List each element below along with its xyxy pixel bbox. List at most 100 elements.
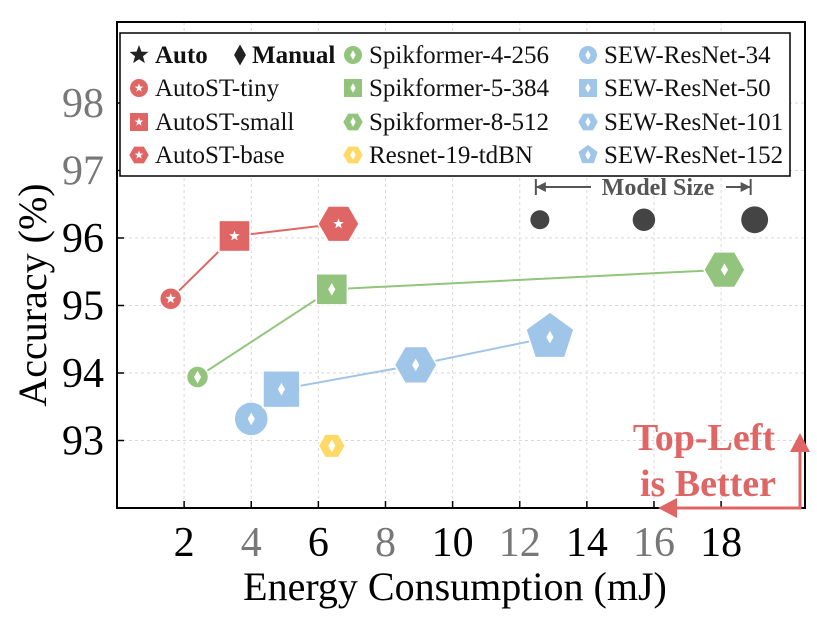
annotation-arrow-left (658, 498, 677, 518)
legend-entry-autost-small: AutoST-small (130, 109, 294, 136)
x-axis-title: Energy Consumption (mJ) (243, 564, 667, 609)
series-lines (169, 222, 725, 420)
point-autost-small-inner-star (229, 230, 240, 241)
point-spikformer-5-384-inner-diamond (328, 283, 336, 296)
legend-header-manual-marker (234, 44, 246, 66)
legend-entry-autost-base-inner (134, 150, 144, 159)
legend-entry-sew-resnet-152-inner (585, 150, 591, 160)
point-autost-base-inner-star (333, 218, 344, 229)
legend-entry-autost-base-label: AutoST-base (155, 142, 285, 169)
x-tick-label-16: 16 (633, 520, 675, 566)
point-sew-resnet-152 (525, 311, 575, 359)
x-tick-label-6: 6 (308, 520, 329, 566)
model-size-indicator: Model Size (530, 175, 769, 234)
legend-entry-spikformer-4-256: Spikformer-4-256 (344, 42, 549, 69)
legend-entry-autost-tiny: AutoST-tiny (130, 75, 280, 102)
legend-entry-resnet-19-tdbn-inner (350, 150, 356, 160)
annotation-line-2: is Better (640, 463, 776, 505)
point-sew-resnet-34-inner-diamond (247, 412, 255, 426)
point-sew-resnet-101-inner-diamond (412, 358, 420, 372)
y-tick-label-97: 97 (62, 149, 104, 195)
y-tick-label-95: 95 (62, 284, 104, 330)
model-size-circle-2 (632, 208, 656, 232)
point-sew-resnet-152-inner-diamond (546, 330, 554, 344)
legend-entry-spikformer-4-256-inner (350, 50, 356, 60)
point-sew-resnet-50 (262, 370, 301, 409)
y-tick-label-98: 98 (62, 81, 104, 127)
legend-entry-sew-resnet-34: SEW-ResNet-34 (579, 42, 771, 69)
x-tick-label-14: 14 (566, 520, 608, 566)
legend-entry-sew-resnet-34-inner (585, 50, 591, 60)
legend-header-auto-label: Auto (155, 42, 208, 69)
legend-entry-sew-resnet-101-inner (585, 117, 591, 127)
legend-entry-spikformer-8-512: Spikformer-8-512 (343, 109, 549, 136)
annotation-arrow-up (790, 433, 810, 452)
legend-entry-sew-resnet-152-label: SEW-ResNet-152 (604, 142, 783, 169)
point-autost-tiny-inner-star (165, 293, 176, 304)
legend: Auto Manual AutoST-tiny AutoST-small AutoST-… (119, 32, 791, 177)
point-autost-small (218, 219, 251, 253)
x-tick-label-12: 12 (499, 520, 541, 566)
x-tick-label-2: 2 (174, 520, 195, 566)
legend-entry-spikformer-5-384-label: Spikformer-5-384 (369, 75, 550, 102)
y-axis-title: Accuracy (%) (10, 183, 55, 406)
model-size-circle-1 (530, 210, 550, 230)
legend-box (119, 32, 791, 177)
point-autost-tiny (158, 287, 183, 311)
legend-entry-sew-resnet-50-label: SEW-ResNet-50 (604, 75, 771, 102)
point-resnet-19-tdbn-inner-diamond (328, 439, 336, 453)
plot-frame (116, 21, 806, 509)
legend-entry-autost-tiny-inner (134, 83, 144, 92)
legend-entry-sew-resnet-50: SEW-ResNet-50 (579, 75, 771, 102)
model-size-label: Model Size (602, 175, 715, 201)
legend-entry-autost-tiny-label: AutoST-tiny (155, 75, 280, 102)
point-spikformer-5-384 (315, 272, 349, 306)
legend-entry-sew-resnet-101-label: SEW-ResNet-101 (604, 109, 783, 136)
legend-header: Auto Manual (129, 42, 335, 69)
legend-entry-resnet-19-tdbn-label: Resnet-19-tdBN (369, 142, 533, 169)
point-sew-resnet-101 (393, 345, 438, 385)
legend-entry-autost-small-label: AutoST-small (155, 109, 294, 136)
legend-entry-sew-resnet-50-inner (585, 83, 591, 93)
point-spikformer-4-256 (185, 365, 210, 389)
legend-entry-spikformer-5-384-inner (350, 83, 356, 93)
point-spikformer-8-512 (703, 251, 746, 289)
model-size-circle-3 (741, 206, 769, 234)
point-spikformer-4-256-inner-diamond (193, 370, 202, 384)
point-spikformer-8-512-inner-diamond (720, 263, 729, 277)
legend-entry-spikformer-4-256-label: Spikformer-4-256 (369, 42, 549, 69)
legend-entry-spikformer-8-512-label: Spikformer-8-512 (369, 109, 549, 136)
model-size-left-arrow (535, 182, 546, 192)
point-sew-resnet-34 (233, 401, 270, 437)
x-tick-label-10: 10 (432, 520, 474, 566)
x-tick-label-4: 4 (241, 520, 262, 566)
x-tick-label-8: 8 (375, 520, 396, 566)
legend-entry-resnet-19-tdbn: Resnet-19-tdBN (343, 142, 533, 169)
y-tick-labels: 93 94 95 96 97 98 (62, 81, 104, 465)
annotation-line-1: Top-Left (633, 417, 776, 459)
legend-entry-sew-resnet-152: SEW-ResNet-152 (578, 142, 783, 169)
series-line-autost (169, 222, 339, 300)
y-tick-label-93: 93 (62, 419, 104, 465)
legend-entry-autost-small-inner (134, 117, 144, 126)
legend-header-manual-label: Manual (252, 42, 335, 69)
point-autost-base (317, 205, 360, 243)
legend-entry-autost-base: AutoST-base (129, 142, 285, 169)
point-resnet-19-tdbn (317, 433, 347, 459)
annotation-arrow-path (675, 450, 802, 510)
model-size-right-arrow (740, 182, 751, 192)
series-line-spikformer (196, 268, 725, 378)
legend-entry-sew-resnet-34-label: SEW-ResNet-34 (604, 42, 771, 69)
point-sew-resnet-50-inner-diamond (277, 382, 286, 396)
legend-entry-sew-resnet-101: SEW-ResNet-101 (578, 109, 783, 136)
x-tick-label-18: 18 (700, 520, 742, 566)
legend-header-auto-marker (129, 45, 149, 64)
y-tick-label-94: 94 (62, 351, 104, 397)
top-left-annotation: Top-Left is Better (633, 417, 810, 518)
x-tick-labels: 2 4 6 8 10 12 14 16 18 (174, 520, 742, 566)
legend-entry-spikformer-5-384: Spikformer-5-384 (344, 75, 550, 102)
legend-entry-spikformer-8-512-inner (350, 117, 356, 127)
data-points (158, 205, 746, 459)
y-tick-label-96: 96 (62, 216, 104, 262)
